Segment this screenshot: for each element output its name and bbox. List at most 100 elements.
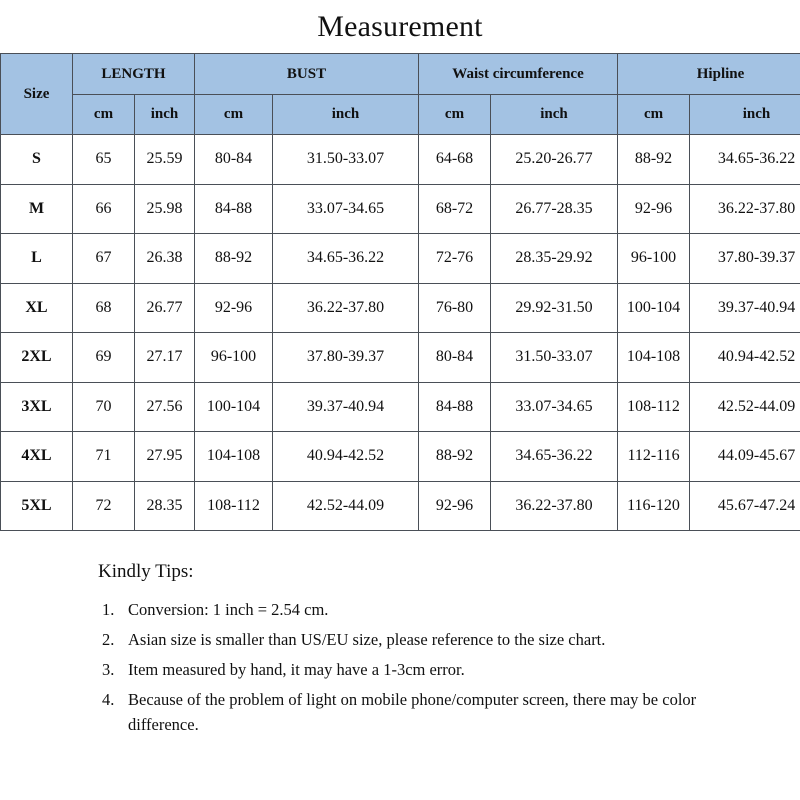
measurement-chart-page: Measurement Size LENGTH BUST <box>0 10 800 737</box>
column-header-hipline-inch: inch <box>689 94 800 135</box>
tips-list: 1. Conversion: 1 inch = 2.54 cm. 2. Asian s… <box>98 597 800 737</box>
table-row: 2XL 69 27.17 96-100 37.80-39.37 80-84 31.50-33… <box>0 332 800 383</box>
cell-length-cm: 66 <box>72 183 135 234</box>
cell-bust-inch: 37.80-39.37 <box>272 332 419 383</box>
cell-waist-cm: 64-68 <box>418 134 491 185</box>
cell-length-inch: 27.17 <box>134 332 195 383</box>
cell-bust-cm: 80-84 <box>194 134 273 185</box>
size-chart-table: Size LENGTH BUST Waist circumference Hip… <box>0 53 800 531</box>
cell-bust-cm: 88-92 <box>194 233 273 284</box>
cell-hipline-inch: 45.67-47.24 <box>689 480 800 531</box>
cell-hipline-cm: 96-100 <box>617 233 691 284</box>
cell-length-cm: 72 <box>72 480 135 531</box>
tips-item-number: 1. <box>102 600 115 619</box>
cell-size: 2XL <box>0 332 73 383</box>
table-row: L 67 26.38 88-92 34.65-36.22 72-76 28.35-29.92… <box>0 233 800 284</box>
column-group-header-hipline: Hipline <box>617 53 800 95</box>
tips-list-item: 3. Item measured by hand, it may have a 1… <box>98 657 728 682</box>
tips-item-text: Because of the problem of light on mobil… <box>128 690 697 734</box>
table-row: XL 68 26.77 92-96 36.22-37.80 76-80 29.92-31.5… <box>0 282 800 333</box>
table-header: Size LENGTH BUST Waist circumference Hip… <box>0 53 800 135</box>
cell-bust-inch: 33.07-34.65 <box>272 183 419 234</box>
cell-length-cm: 69 <box>72 332 135 383</box>
column-header-size: Size <box>0 53 73 135</box>
column-header-bust-inch: inch <box>272 94 419 135</box>
column-header-bust-cm: cm <box>194 94 273 135</box>
cell-hipline-cm: 104-108 <box>617 332 691 383</box>
size-table-container: Size LENGTH BUST Waist circumference Hip… <box>0 53 800 531</box>
cell-length-cm: 70 <box>72 381 135 432</box>
tips-heading: Kindly Tips: <box>98 561 194 582</box>
column-group-header-waist-circumference: Waist circumference <box>417 53 619 95</box>
cell-hipline-cm: 100-104 <box>617 282 691 333</box>
cell-size: 4XL <box>0 431 73 482</box>
cell-hipline-inch: 40.94-42.52 <box>689 332 800 383</box>
table-body: S 65 25.59 80-84 31.50-33.07 64-68 25.20-26.77… <box>0 134 800 531</box>
column-header-length-inch: inch <box>134 94 195 135</box>
cell-length-inch: 25.59 <box>134 134 195 185</box>
tips-item-text: Conversion: 1 inch = 2.54 cm. <box>128 600 329 619</box>
cell-waist-cm: 92-96 <box>418 480 491 531</box>
column-header-waist-inch: inch <box>489 94 619 135</box>
cell-size: M <box>0 183 73 234</box>
cell-length-cm: 65 <box>72 134 135 185</box>
cell-bust-inch: 36.22-37.80 <box>272 282 419 333</box>
unit-header-row: cm inch cm inch cm inch cm inch cm inch <box>1 94 800 135</box>
cell-bust-cm: 104-108 <box>194 431 273 482</box>
cell-hipline-cm: 116-120 <box>617 480 691 531</box>
cell-waist-inch: 31.50-33.07 <box>489 332 619 383</box>
cell-hipline-cm: 92-96 <box>617 183 691 234</box>
column-group-header-bust: BUST <box>194 53 419 95</box>
cell-bust-cm: 108-112 <box>194 480 273 531</box>
cell-size: L <box>0 233 73 284</box>
cell-waist-inch: 28.35-29.92 <box>489 233 619 284</box>
table-row: 5XL 72 28.35 108-112 42.52-44.09 92-96 36.22-3… <box>0 480 800 531</box>
cell-waist-cm: 72-76 <box>418 233 491 284</box>
cell-hipline-inch: 39.37-40.94 <box>689 282 800 333</box>
cell-waist-cm: 80-84 <box>418 332 491 383</box>
column-header-length-cm: cm <box>72 94 135 135</box>
cell-length-inch: 27.95 <box>134 431 195 482</box>
cell-size: 5XL <box>0 480 73 531</box>
cell-hipline-cm: 108-112 <box>617 381 691 432</box>
cell-waist-cm: 68-72 <box>418 183 491 234</box>
cell-length-cm: 71 <box>72 431 135 482</box>
cell-length-inch: 26.38 <box>134 233 195 284</box>
tips-list-item: 4. Because of the problem of light on mob… <box>98 687 728 737</box>
cell-length-inch: 27.56 <box>134 381 195 432</box>
column-group-header-length: LENGTH <box>72 53 195 95</box>
cell-size: S <box>0 134 73 185</box>
cell-bust-inch: 42.52-44.09 <box>272 480 419 531</box>
page-title: Measurement <box>317 10 483 43</box>
cell-length-inch: 25.98 <box>134 183 195 234</box>
cell-hipline-inch: 42.52-44.09 <box>689 381 800 432</box>
cell-bust-inch: 34.65-36.22 <box>272 233 419 284</box>
tips-item-text: Asian size is smaller than US/EU size, p… <box>128 630 606 649</box>
cell-hipline-inch: 36.22-37.80 <box>689 183 800 234</box>
cell-length-cm: 68 <box>72 282 135 333</box>
cell-bust-cm: 92-96 <box>194 282 273 333</box>
cell-bust-inch: 31.50-33.07 <box>272 134 419 185</box>
tips-item-number: 4. <box>102 690 115 709</box>
cell-waist-cm: 88-92 <box>418 431 491 482</box>
cell-bust-cm: 100-104 <box>194 381 273 432</box>
tips-item-text: Item measured by hand, it may have a 1-3… <box>128 660 465 679</box>
column-header-hipline-cm: cm <box>617 94 691 135</box>
cell-waist-inch: 33.07-34.65 <box>489 381 619 432</box>
tips-list-item: 1. Conversion: 1 inch = 2.54 cm. <box>98 597 728 622</box>
cell-hipline-inch: 37.80-39.37 <box>689 233 800 284</box>
cell-bust-inch: 40.94-42.52 <box>272 431 419 482</box>
cell-bust-inch: 39.37-40.94 <box>272 381 419 432</box>
table-row: 4XL 71 27.95 104-108 40.94-42.52 88-92 34.65-3… <box>0 431 800 482</box>
kindly-tips-section: Kindly Tips: 1. Conversion: 1 inch = 2.54… <box>0 531 800 737</box>
cell-length-inch: 28.35 <box>134 480 195 531</box>
cell-bust-cm: 84-88 <box>194 183 273 234</box>
cell-waist-inch: 26.77-28.35 <box>489 183 619 234</box>
cell-length-inch: 26.77 <box>134 282 195 333</box>
table-row: 3XL 70 27.56 100-104 39.37-40.94 84-88 33.07-3… <box>0 381 800 432</box>
tips-list-item: 2. Asian size is smaller than US/EU size,… <box>98 627 728 652</box>
cell-length-cm: 67 <box>72 233 135 284</box>
cell-waist-inch: 25.20-26.77 <box>489 134 619 185</box>
tips-item-number: 3. <box>102 660 115 679</box>
cell-hipline-inch: 44.09-45.67 <box>689 431 800 482</box>
